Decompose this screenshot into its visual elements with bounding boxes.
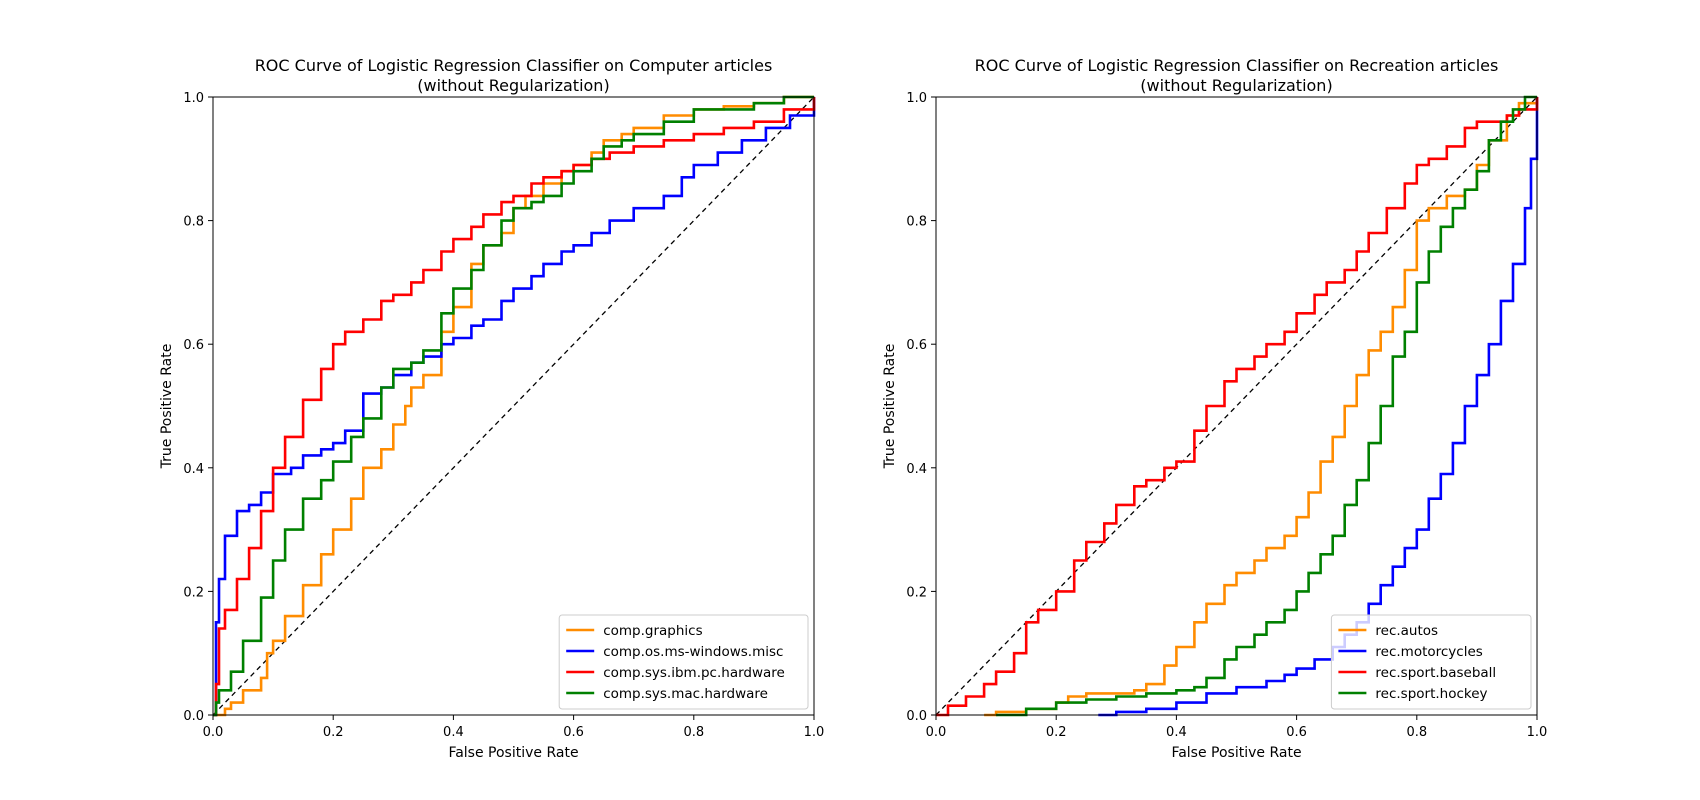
plot-frame	[935, 96, 1538, 716]
x-tick-label: 1.0	[804, 725, 825, 740]
y-tick-label: 1.0	[906, 91, 927, 106]
y-tick-label: 0.8	[906, 215, 927, 230]
y-tick-label: 0.8	[183, 215, 204, 230]
series-line-comp.graphics	[213, 95, 814, 717]
chart-panel-1: ROC Curve of Logistic Regression Classif…	[882, 56, 1547, 761]
y-tick-label: 1.0	[183, 91, 204, 106]
legend-entry: comp.os.ms-windows.misc	[603, 644, 783, 660]
legend-entry: rec.sport.hockey	[1375, 686, 1487, 702]
y-tick-label: 0.6	[183, 338, 204, 353]
legend-entry: comp.graphics	[603, 623, 702, 639]
plot-frame	[212, 96, 815, 716]
x-tick-label: 0.4	[1166, 725, 1187, 740]
legend-entry: rec.autos	[1375, 623, 1438, 639]
x-tick-label: 1.0	[1527, 725, 1548, 740]
legend-entry: comp.sys.mac.hardware	[603, 686, 768, 702]
y-tick-label: 0.0	[906, 709, 927, 724]
y-tick-label: 0.6	[906, 338, 927, 353]
series-line-rec.sport.baseball	[936, 97, 1539, 717]
y-axis-label: True Positive Rate	[159, 344, 175, 470]
legend-entry: comp.sys.ibm.pc.hardware	[603, 665, 785, 681]
y-axis-label: True Positive Rate	[882, 344, 898, 470]
series-line-comp.sys.ibm.pc.hardware	[213, 97, 816, 717]
series-line-rec.sport.hockey	[996, 95, 1537, 717]
x-tick-label: 0.4	[443, 725, 464, 740]
x-tick-label: 0.6	[563, 725, 584, 740]
x-tick-label: 0.2	[1046, 725, 1067, 740]
y-tick-label: 0.0	[183, 709, 204, 724]
x-tick-label: 0.0	[926, 725, 947, 740]
chart-panel-0: ROC Curve of Logistic Regression Classif…	[159, 56, 824, 761]
chart-title: ROC Curve of Logistic Regression Classif…	[255, 56, 773, 75]
legend: comp.graphics comp.os.ms-windows.misc comp…	[558, 614, 809, 710]
legend-entry: rec.sport.baseball	[1375, 665, 1496, 681]
chart-subtitle: (without Regularization)	[1140, 76, 1332, 95]
series-line-rec.autos	[984, 97, 1539, 717]
x-axis-label: False Positive Rate	[448, 745, 578, 761]
y-tick-label: 0.2	[906, 585, 927, 600]
chart-title: ROC Curve of Logistic Regression Classif…	[975, 56, 1499, 75]
legend: rec.autos rec.motorcycles rec.sport.baseba…	[1330, 614, 1532, 710]
x-axis-label: False Positive Rate	[1171, 745, 1301, 761]
legend-entry: rec.motorcycles	[1375, 644, 1482, 660]
x-tick-label: 0.8	[1406, 725, 1427, 740]
y-tick-label: 0.4	[906, 462, 927, 477]
series-line-rec.motorcycles	[1098, 97, 1539, 717]
legend-box	[558, 614, 809, 710]
y-tick-label: 0.2	[183, 585, 204, 600]
series-line-comp.os.ms-windows.misc	[213, 97, 816, 717]
x-tick-label: 0.2	[323, 725, 344, 740]
y-tick-label: 0.4	[183, 462, 204, 477]
chart-subtitle: (without Regularization)	[417, 76, 609, 95]
series-line-comp.sys.mac.hardware	[213, 95, 814, 717]
x-tick-label: 0.6	[1286, 725, 1307, 740]
x-tick-label: 0.8	[683, 725, 704, 740]
legend-box	[1330, 614, 1532, 710]
x-tick-label: 0.0	[203, 725, 224, 740]
